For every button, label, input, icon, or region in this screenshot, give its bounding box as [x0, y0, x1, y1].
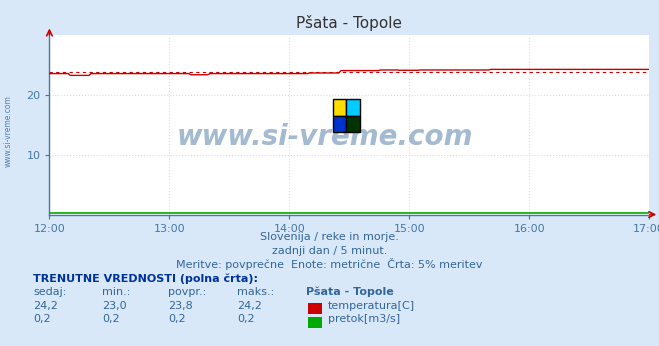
Text: min.:: min.: — [102, 287, 130, 297]
Text: www.si-vreme.com: www.si-vreme.com — [177, 123, 474, 151]
Text: pretok[m3/s]: pretok[m3/s] — [328, 315, 399, 325]
Text: maks.:: maks.: — [237, 287, 275, 297]
Text: 24,2: 24,2 — [33, 301, 58, 311]
Text: TRENUTNE VREDNOSTI (polna črta):: TRENUTNE VREDNOSTI (polna črta): — [33, 273, 258, 284]
Text: 0,2: 0,2 — [102, 315, 120, 325]
FancyBboxPatch shape — [333, 116, 346, 132]
Text: temperatura[C]: temperatura[C] — [328, 301, 415, 311]
Text: 0,2: 0,2 — [237, 315, 255, 325]
Text: 24,2: 24,2 — [237, 301, 262, 311]
Text: www.si-vreme.com: www.si-vreme.com — [3, 95, 13, 167]
Text: 23,8: 23,8 — [168, 301, 193, 311]
Text: zadnji dan / 5 minut.: zadnji dan / 5 minut. — [272, 246, 387, 256]
Text: povpr.:: povpr.: — [168, 287, 206, 297]
Text: sedaj:: sedaj: — [33, 287, 67, 297]
FancyBboxPatch shape — [346, 99, 360, 116]
FancyBboxPatch shape — [346, 116, 360, 132]
FancyBboxPatch shape — [333, 99, 346, 116]
Text: 0,2: 0,2 — [168, 315, 186, 325]
Text: 0,2: 0,2 — [33, 315, 51, 325]
Text: Pšata - Topole: Pšata - Topole — [306, 286, 394, 297]
Text: Meritve: povprečne  Enote: metrične  Črta: 5% meritev: Meritve: povprečne Enote: metrične Črta:… — [176, 258, 483, 270]
Text: 23,0: 23,0 — [102, 301, 127, 311]
Text: Slovenija / reke in morje.: Slovenija / reke in morje. — [260, 233, 399, 243]
Title: Pšata - Topole: Pšata - Topole — [297, 15, 402, 31]
